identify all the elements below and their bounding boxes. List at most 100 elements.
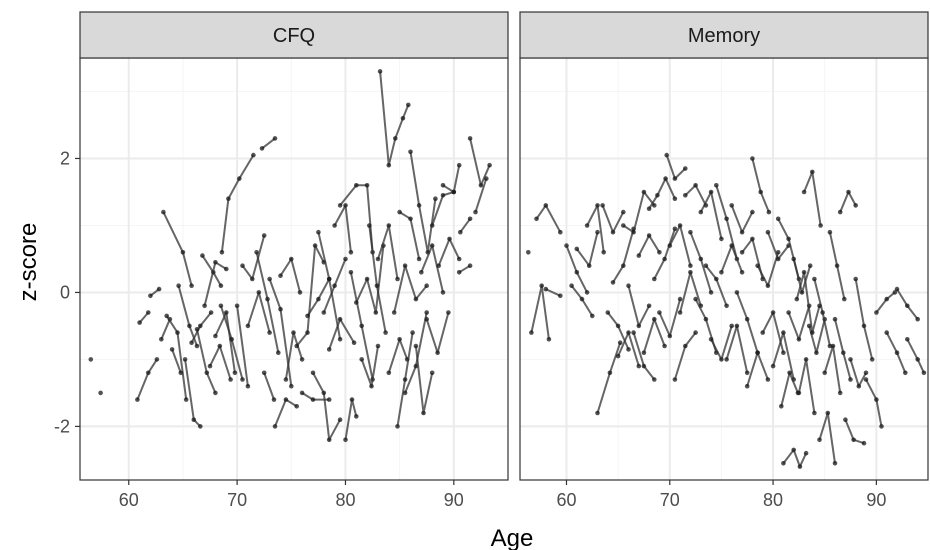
data-point [874,310,879,315]
data-point [278,306,283,312]
data-point [337,203,343,208]
data-point [595,410,600,416]
data-point [652,203,657,208]
data-point [451,189,457,195]
trajectory-line [355,245,385,314]
data-point [402,377,408,382]
data-point [375,256,381,262]
data-point [894,350,900,356]
x-tick-label: 60 [119,490,139,510]
data-point [779,404,784,409]
data-point [484,176,489,181]
data-point [440,193,446,198]
data-point [724,303,729,309]
data-point [546,337,552,342]
data-point [869,357,875,362]
data-point [905,337,910,342]
data-point [146,310,151,315]
data-point [766,209,772,215]
facet-panels: CFQ 60 70 80 90 Memory 60 70 80 90 [79,11,929,510]
data-point [672,196,678,201]
data-point [626,330,631,335]
data-point [278,273,283,279]
data-point [758,189,763,195]
data-point [605,310,611,315]
data-point [921,370,927,376]
data-point [832,461,838,466]
data-point [787,370,792,376]
data-point [843,417,848,423]
data-point [734,290,740,295]
data-point [289,256,294,262]
data-point [662,343,667,349]
data-point [473,209,478,215]
data-point [369,383,374,389]
data-point [663,176,668,181]
data-point [734,323,740,329]
data-point [200,253,205,258]
data-point [693,296,698,302]
data-point [416,256,422,262]
data-point [755,263,760,269]
data-point [801,189,807,195]
data-point [892,290,898,295]
data-point [558,293,563,299]
data-point [305,313,310,319]
facet-strip [79,11,509,59]
data-point [915,316,920,322]
data-point [729,203,734,208]
data-point [765,229,771,235]
trajectory-line [160,318,171,340]
data-point [626,347,631,352]
data-point [841,350,846,356]
data-point [374,283,380,289]
data-point [299,390,305,396]
data-point [326,276,332,282]
data-point [364,183,370,188]
data-point [397,337,402,342]
data-point [775,256,781,262]
data-point [440,290,446,295]
data-point [539,283,544,289]
data-point [863,370,869,376]
x-tick-label: 60 [556,490,576,510]
data-point [245,323,251,329]
facet-strip [519,11,929,59]
data-point [662,256,667,262]
data-point [595,203,600,208]
data-point [402,263,408,269]
data-point [386,162,392,168]
data-point [291,330,296,335]
data-point [652,316,657,322]
data-point [458,229,463,235]
data-point [213,260,218,265]
data-point [256,290,262,295]
data-point [332,283,337,289]
data-point [683,166,688,171]
data-point [440,183,446,188]
data-point [810,169,815,175]
data-point [830,343,836,349]
data-point [703,263,709,269]
y-axis: -2 0 2 [54,148,80,436]
data-point [395,424,400,429]
data-point [688,229,693,235]
data-point [207,363,213,369]
data-point [228,377,233,382]
data-point [456,256,462,262]
data-point [321,390,327,396]
data-point [316,296,321,302]
data-point [377,69,383,74]
data-point [226,196,231,201]
data-point [760,330,765,335]
data-point [861,323,867,329]
data-point [261,233,267,238]
data-point [359,323,365,329]
data-point [413,343,419,349]
data-point [240,377,245,382]
data-point [842,296,847,302]
data-point [161,209,166,215]
data-point [424,310,430,315]
data-point [419,270,424,275]
data-point [781,330,786,335]
